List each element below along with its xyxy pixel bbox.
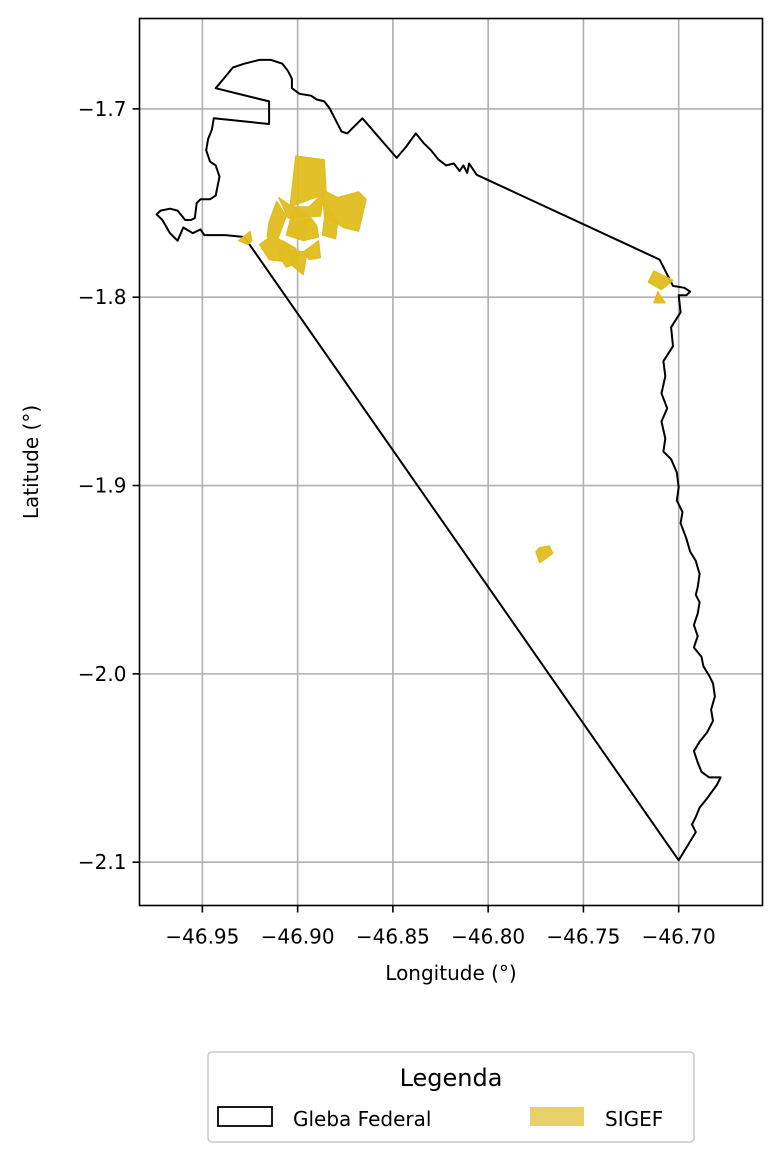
- y-tick-label-3: −2.0: [78, 662, 127, 686]
- sigef-parcel-13: [653, 291, 666, 304]
- x-tick-label-5: −46.70: [642, 925, 716, 949]
- sigef-parcel-11: [238, 230, 253, 246]
- sigef-parcel-5: [287, 217, 320, 242]
- sigef-parcel-14: [535, 545, 554, 564]
- x-axis-ticks: −46.95 −46.90 −46.85 −46.80 −46.75 −46.70: [165, 905, 716, 949]
- y-tick-label-4: −2.1: [78, 850, 127, 874]
- x-tick-label-1: −46.90: [261, 925, 335, 949]
- legend-swatch-gleba-federal: [217, 1106, 273, 1127]
- sigef-parcel-9: [287, 249, 308, 276]
- sigef-parcel-12: [647, 270, 674, 291]
- gleba-federal-boundary: [155, 58, 722, 862]
- x-tick-label-3: −46.80: [451, 925, 525, 949]
- legend-title: Legenda: [400, 1064, 503, 1092]
- y-axis-label: Latitude (°): [19, 405, 43, 519]
- y-tick-label-0: −1.7: [78, 97, 127, 121]
- legend: Legenda Gleba Federal SIGEF: [207, 1051, 695, 1143]
- y-tick-label-1: −1.8: [78, 285, 127, 309]
- sigef-parcel-10: [302, 240, 322, 261]
- sigef-layer: [238, 155, 674, 564]
- plot-frame: [138, 17, 764, 907]
- x-tick-label-0: −46.95: [165, 925, 239, 949]
- gleba-federal-layer: [155, 58, 722, 862]
- x-tick-label-4: −46.75: [546, 925, 620, 949]
- legend-label-gleba-federal: Gleba Federal: [293, 1107, 431, 1131]
- x-tick-label-2: −46.85: [356, 925, 430, 949]
- legend-label-sigef: SIGEF: [605, 1107, 663, 1131]
- sigef-parcel-4: [321, 202, 339, 240]
- y-axis-ticks: −1.7 −1.8 −1.9 −2.0 −2.1: [78, 97, 140, 874]
- x-axis-label: Longitude (°): [385, 961, 516, 985]
- legend-swatch-sigef: [530, 1107, 584, 1126]
- y-tick-label-2: −1.9: [78, 474, 127, 498]
